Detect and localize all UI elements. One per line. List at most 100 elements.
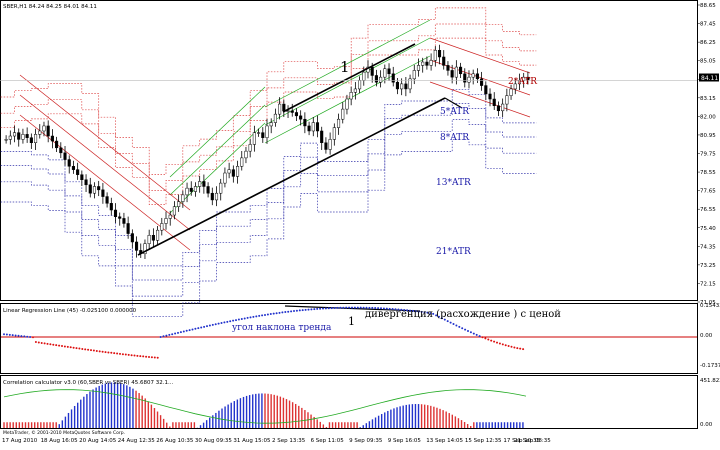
- osc-point-14: [43, 342, 46, 345]
- candle-body-121: [513, 83, 517, 90]
- osc-point-19: [58, 344, 61, 347]
- time-axis: 17 Aug 2010 18 Aug 16:05 20 Aug 14:05 24 Au…: [2, 438, 551, 444]
- osc-point-24: [72, 346, 75, 349]
- candle-body-87: [370, 66, 374, 76]
- candle-body-16: [71, 166, 75, 170]
- osc-point-173: [504, 344, 507, 347]
- osc-point-73: [214, 323, 217, 326]
- candle-body-21: [92, 186, 97, 194]
- osc-point-154: [449, 321, 452, 324]
- channel-0-line-2: [169, 122, 266, 214]
- price-tick-14: 73.25: [700, 263, 716, 269]
- candle-body-9: [42, 125, 46, 132]
- osc-point-139: [406, 309, 409, 312]
- candle-body-74: [315, 122, 320, 132]
- price-tick-9: 78.55: [700, 170, 716, 176]
- candle-body-10: [46, 125, 50, 137]
- candle-body-112: [475, 73, 479, 80]
- osc-point-33: [98, 350, 101, 353]
- price-tick-1: 87.45: [700, 22, 716, 28]
- osc-point-78: [229, 320, 232, 323]
- candle-body-14: [63, 152, 67, 160]
- candle-body-47: [202, 181, 206, 187]
- osc-point-161: [469, 331, 472, 334]
- wave-label: 1: [340, 58, 350, 76]
- lr-pane-title: Linear Regression Line (45) -0.025100 0.…: [3, 308, 137, 314]
- corr-tick-1: 0.00: [700, 422, 713, 428]
- osc-point-58: [171, 333, 174, 336]
- osc-point-134: [391, 308, 394, 311]
- osc-point-157: [458, 325, 461, 328]
- candle-body-61: [261, 132, 265, 138]
- channel-2-line-1: [19, 94, 191, 231]
- osc-point-147: [429, 312, 432, 315]
- osc-point-62: [182, 330, 185, 333]
- candle-body-95: [404, 83, 408, 90]
- osc-point-111: [324, 307, 327, 310]
- osc-point-22: [66, 345, 69, 348]
- osc-point-152: [443, 318, 446, 321]
- osc-point-108: [316, 307, 319, 310]
- candle-body-91: [387, 68, 391, 75]
- candle-body-115: [488, 93, 492, 100]
- osc-point-126: [368, 306, 371, 309]
- osc-point-107: [313, 308, 316, 311]
- candle-body-13: [59, 147, 63, 154]
- osc-point-50: [148, 355, 150, 358]
- osc-point-169: [493, 340, 496, 343]
- osc-point-146: [426, 311, 429, 314]
- corr-tick-0: 451.8226: [700, 378, 720, 384]
- corr-pane-title: Correlation calculator v3.0 (60,SBER vs …: [3, 380, 173, 386]
- osc-point-145: [423, 311, 426, 314]
- candle-body-42: [181, 194, 185, 202]
- osc-point-158: [461, 327, 464, 330]
- channel-1-line-0: [264, 19, 431, 108]
- candle-body-97: [412, 70, 416, 80]
- price-tag-box: [699, 73, 719, 82]
- lr-tick-0: 0.154339: [700, 303, 720, 309]
- osc-point-35: [104, 351, 107, 354]
- osc-point-69: [203, 325, 206, 328]
- osc-point-56: [165, 334, 168, 337]
- time-tick-2: 20 Aug 14:05: [79, 438, 117, 444]
- osc-point-45: [133, 354, 136, 357]
- price-tick-6: 82.00: [700, 114, 716, 120]
- time-tick-4: 26 Aug 10:35: [156, 438, 194, 444]
- osc-point-132: [385, 307, 388, 310]
- osc-point-166: [484, 337, 487, 340]
- candle-body-34: [147, 235, 151, 244]
- osc-point-156: [455, 324, 458, 327]
- osc-point-164: [478, 335, 481, 338]
- candle-body-93: [395, 81, 399, 90]
- osc-point-153: [446, 320, 449, 323]
- candle-body-62: [265, 125, 269, 138]
- candle-body-56: [240, 157, 244, 167]
- osc-point-25: [75, 347, 78, 350]
- candle-body-6: [29, 137, 33, 143]
- candle-body-114: [484, 85, 488, 95]
- candle-body-117: [496, 105, 500, 112]
- osc-point-101: [295, 309, 298, 312]
- osc-point-112: [327, 307, 330, 310]
- time-tick-13: 17 Sep 10:35: [503, 438, 540, 444]
- osc-point-93: [272, 312, 275, 315]
- candle-body-11: [50, 135, 54, 142]
- candle-body-105: [446, 65, 450, 71]
- osc-point-135: [394, 308, 397, 311]
- candle-body-76: [324, 142, 328, 150]
- osc-point-36: [107, 351, 110, 354]
- osc-point-122: [356, 306, 359, 309]
- osc-point-54: [159, 336, 162, 338]
- trend-line-break: [444, 97, 463, 109]
- candle-body-113: [480, 78, 484, 86]
- osc-point-53: [156, 356, 159, 359]
- osc-point-128: [374, 307, 377, 310]
- osc-point-18: [55, 344, 58, 347]
- osc-point-82: [240, 317, 243, 320]
- price-tick-7: 80.95: [700, 133, 716, 139]
- osc-point-49: [145, 355, 148, 358]
- price-tick-10: 77.65: [700, 189, 716, 195]
- osc-point-92: [269, 313, 272, 316]
- osc-point-123: [359, 306, 362, 309]
